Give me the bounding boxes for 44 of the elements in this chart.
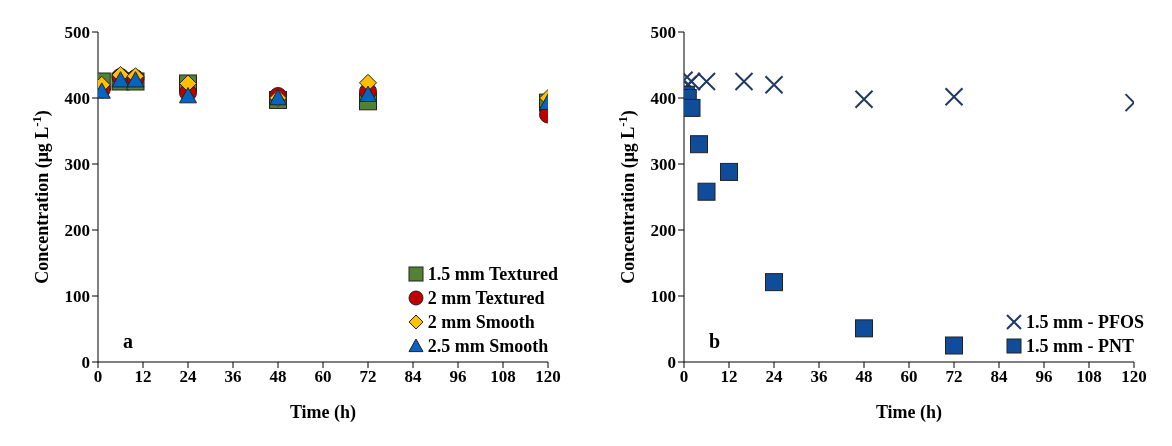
x-tick-label: 60 [314, 367, 332, 387]
x-tick-label: 120 [535, 367, 561, 387]
x-axis-title: Time (h) [289, 402, 357, 423]
y-tick-label: 0 [81, 353, 90, 373]
x-tick-label: 0 [93, 367, 103, 387]
y-tick-label: 500 [650, 23, 676, 43]
x-tick-label: 120 [1121, 367, 1147, 387]
legend-label: 2.5 mm Smooth [427, 335, 549, 357]
x-tick-label: 96 [1035, 367, 1053, 387]
y-tick-label: 300 [650, 155, 676, 175]
y-tick-label: 400 [64, 89, 90, 109]
annotation: b [709, 330, 721, 353]
legend-label: 1.5 mm - PFOS [1026, 311, 1144, 333]
x-tick-label: 96 [449, 367, 467, 387]
legend-label: 2 mm Textured [427, 287, 545, 309]
y-tick-label: 300 [64, 155, 90, 175]
x-axis-title: Time (h) [875, 402, 943, 423]
x-tick-label: 48 [855, 367, 873, 387]
x-tick-label: 108 [1076, 367, 1102, 387]
y-tick-label: 0 [667, 353, 676, 373]
y-tick-label: 100 [650, 287, 676, 307]
x-tick-label: 24 [179, 367, 197, 387]
x-tick-label: 72 [359, 367, 377, 387]
y-tick-label: 500 [64, 23, 90, 43]
x-tick-label: 12 [720, 367, 738, 387]
y-tick-label: 200 [64, 221, 90, 241]
x-tick-label: 84 [404, 367, 422, 387]
x-tick-label: 36 [224, 367, 242, 387]
annotation: a [123, 330, 133, 353]
x-tick-label: 12 [134, 367, 152, 387]
x-tick-label: 36 [810, 367, 828, 387]
legend-label: 1.5 mm Textured [427, 263, 558, 285]
y-tick-label: 100 [64, 287, 90, 307]
x-tick-label: 0 [679, 367, 689, 387]
y-tick-label: 400 [650, 89, 676, 109]
y-tick-label: 200 [650, 221, 676, 241]
legend-label: 1.5 mm - PNT [1026, 335, 1134, 357]
x-tick-label: 108 [490, 367, 516, 387]
x-tick-label: 84 [990, 367, 1008, 387]
x-tick-label: 48 [269, 367, 287, 387]
x-tick-label: 24 [765, 367, 783, 387]
legend-label: 2 mm Smooth [427, 311, 535, 333]
x-tick-label: 60 [900, 367, 918, 387]
x-tick-label: 72 [945, 367, 963, 387]
